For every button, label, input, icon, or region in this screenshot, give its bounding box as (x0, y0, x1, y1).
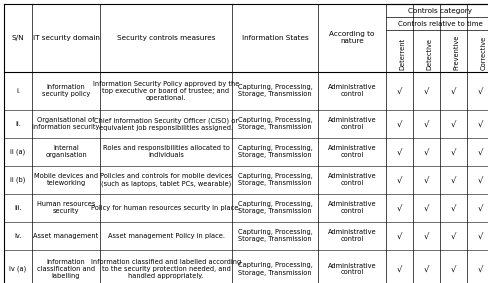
Text: √: √ (450, 147, 455, 156)
Text: Policy for human resources security in place.: Policy for human resources security in p… (91, 205, 240, 211)
Text: Mobile devices and
teleworking: Mobile devices and teleworking (34, 173, 98, 186)
Text: Human resources
security: Human resources security (37, 201, 95, 215)
Text: Asset management: Asset management (33, 233, 99, 239)
Text: Information classified and labelled according
to the security protection needed,: Information classified and labelled acco… (91, 259, 241, 279)
Text: ii (a): ii (a) (10, 149, 25, 155)
Text: √: √ (450, 87, 455, 95)
Text: √: √ (423, 87, 428, 95)
Text: √: √ (450, 203, 455, 213)
Text: Policies and controls for mobile devices
(such as laptops, tablet PCs, wearable): Policies and controls for mobile devices… (100, 173, 232, 187)
Text: √: √ (450, 119, 455, 128)
Text: Administrative
control: Administrative control (327, 145, 376, 158)
Text: √: √ (450, 175, 455, 185)
Text: iv (a): iv (a) (9, 266, 26, 272)
Text: Administrative
control: Administrative control (327, 230, 376, 243)
Text: i.: i. (16, 88, 20, 94)
Text: √: √ (450, 231, 455, 241)
Text: Capturing, Processing,
Storage, Transmission: Capturing, Processing, Storage, Transmis… (237, 173, 312, 186)
Text: Capturing, Processing,
Storage, Transmission: Capturing, Processing, Storage, Transmis… (237, 145, 312, 158)
Text: According to
nature: According to nature (328, 31, 374, 44)
Text: Asset management Policy in place.: Asset management Policy in place. (107, 233, 224, 239)
Text: Administrative
control: Administrative control (327, 201, 376, 215)
Text: IT security domain: IT security domain (33, 35, 99, 41)
Text: √: √ (423, 175, 428, 185)
Text: Administrative
control: Administrative control (327, 117, 376, 130)
Text: Controls relative to time: Controls relative to time (397, 20, 481, 27)
Text: iii.: iii. (14, 205, 22, 211)
Text: Administrative
control: Administrative control (327, 173, 376, 186)
Text: √: √ (423, 265, 428, 273)
Text: Security controls measures: Security controls measures (117, 35, 215, 41)
Text: Preventive: Preventive (452, 35, 459, 70)
Text: Internal
organisation: Internal organisation (45, 145, 87, 158)
Text: Administrative
control: Administrative control (327, 263, 376, 275)
Text: √: √ (396, 147, 401, 156)
Text: √: √ (477, 147, 482, 156)
Text: S/N: S/N (12, 35, 24, 41)
Text: √: √ (423, 231, 428, 241)
Text: √: √ (396, 175, 401, 185)
Text: Capturing, Processing,
Storage, Transmission: Capturing, Processing, Storage, Transmis… (237, 201, 312, 215)
Text: Information States: Information States (241, 35, 308, 41)
Text: Information
classification and
labelling: Information classification and labelling (37, 259, 95, 279)
Text: Information
security policy: Information security policy (42, 85, 90, 98)
Text: Corrective: Corrective (480, 36, 486, 70)
Text: √: √ (477, 175, 482, 185)
Text: ii.: ii. (15, 121, 21, 127)
Text: Roles and responsibilities allocated to
individuals: Roles and responsibilities allocated to … (102, 145, 229, 158)
Text: √: √ (396, 87, 401, 95)
Text: Capturing, Processing,
Storage, Transmission: Capturing, Processing, Storage, Transmis… (237, 85, 312, 98)
Text: Organisational of
information security: Organisational of information security (32, 117, 100, 130)
Text: √: √ (450, 265, 455, 273)
Text: √: √ (396, 231, 401, 241)
Text: √: √ (423, 203, 428, 213)
Text: Detective: Detective (426, 38, 431, 70)
Text: √: √ (477, 203, 482, 213)
Text: √: √ (477, 119, 482, 128)
Text: √: √ (423, 119, 428, 128)
Text: √: √ (396, 119, 401, 128)
Text: ii (b): ii (b) (10, 177, 26, 183)
Text: Capturing, Processing,
Storage, Transmission: Capturing, Processing, Storage, Transmis… (237, 230, 312, 243)
Text: Controls category: Controls category (407, 8, 471, 14)
Text: Chief Information Security Officer (CISO) or
equivalent job responsibilities ass: Chief Information Security Officer (CISO… (94, 117, 238, 131)
Text: √: √ (477, 231, 482, 241)
Text: Capturing, Processing,
Storage, Transmission: Capturing, Processing, Storage, Transmis… (237, 263, 312, 275)
Text: Capturing, Processing,
Storage, Transmission: Capturing, Processing, Storage, Transmis… (237, 117, 312, 130)
Text: √: √ (423, 147, 428, 156)
Text: Information Security Policy approved by the
top executive or board of trustee; a: Information Security Policy approved by … (93, 81, 239, 101)
Text: Administrative
control: Administrative control (327, 85, 376, 98)
Text: Deterrent: Deterrent (399, 38, 405, 70)
Text: √: √ (477, 265, 482, 273)
Text: √: √ (396, 203, 401, 213)
Text: iv.: iv. (14, 233, 21, 239)
Text: √: √ (396, 265, 401, 273)
Text: √: √ (477, 87, 482, 95)
